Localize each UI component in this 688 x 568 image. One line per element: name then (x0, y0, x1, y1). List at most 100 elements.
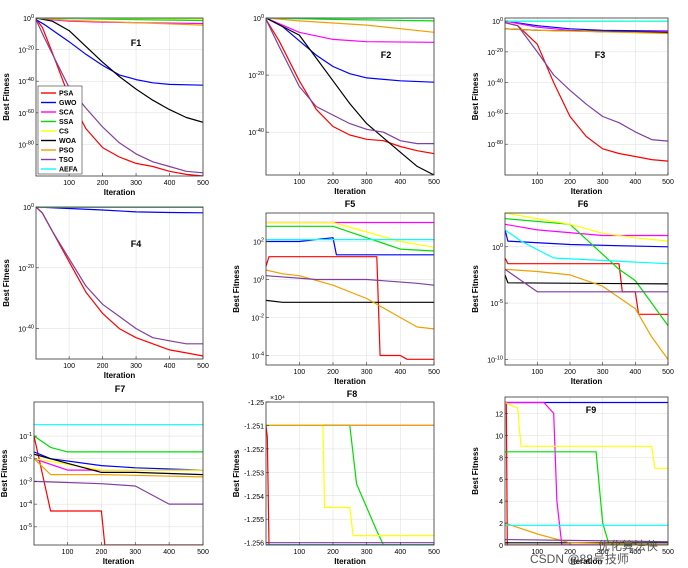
series-line-sca (266, 18, 434, 43)
x-tick-label: 300 (597, 179, 609, 186)
axes-frame (33, 401, 204, 546)
x-tick-label: 400 (164, 363, 176, 370)
y-tick-label: 10-4 (251, 352, 264, 361)
y-tick-label: 10-60 (487, 109, 503, 118)
x-tick-label: 500 (662, 549, 674, 556)
chart-title: F8 (347, 389, 358, 399)
series-line-cs (34, 458, 203, 471)
y-axis-label: Best Fitness (471, 447, 480, 495)
series-group (34, 424, 203, 545)
y-tick-label: -1.254 (244, 494, 264, 501)
x-tick-label: 100 (62, 549, 74, 556)
series-group (266, 221, 434, 360)
x-tick-label: 200 (327, 549, 339, 556)
y-tick-label: -1.251 (244, 423, 264, 430)
series-line-tso (505, 538, 668, 543)
chart-panel-f9: 100 200 300 400 500 0 2 4 6 8 10 12 Iteration Best Fi… (471, 396, 674, 566)
series-line-woa (505, 274, 668, 285)
y-tick-label: 100 (492, 17, 503, 26)
axes-frame (265, 17, 435, 176)
watermark: CSDN @88号技师 (530, 552, 629, 566)
y-tick-label: 10-5 (490, 299, 503, 308)
y-tick-label: 10-20 (18, 46, 34, 55)
x-tick-label: 200 (97, 180, 109, 187)
legend-label-woa: WOA (59, 138, 76, 145)
y-axis-label: Best Fitness (471, 72, 480, 120)
x-axis-label: Iteration (104, 188, 136, 197)
plot-area (266, 18, 434, 175)
series-line-ssa (505, 218, 668, 326)
axes-frame (265, 212, 435, 366)
chart-panel-f1: 100 200 300 400 500 100 10-20 10-40 10-60 10-80 It… (2, 14, 209, 197)
y-axis-label: Best Fitness (232, 265, 241, 313)
y-tick-label: 10-40 (248, 128, 264, 137)
x-tick-label: 400 (629, 179, 641, 186)
x-tick-label: 400 (394, 549, 406, 556)
series-line-gwo (36, 19, 203, 86)
series-line-pso (34, 458, 203, 478)
chart-title: F6 (578, 199, 589, 209)
x-axis-label: Iteration (104, 371, 136, 380)
chart-title: F9 (586, 405, 597, 415)
y-tick-label: 100 (492, 243, 503, 252)
chart-panel-f7: 100 200 300 400 500 10-1 10-2 10-3 10-4 10-5 Itera… (0, 384, 209, 566)
chart-panel-f6: 100 200 300 400 500 100 10-5 10-10 Iteration Best… (471, 199, 674, 386)
series-line-woa (266, 299, 434, 303)
x-tick-label: 200 (97, 363, 109, 370)
series-line-ssa (34, 435, 203, 453)
chart-title: F3 (595, 50, 606, 60)
x-tick-label: 500 (428, 549, 440, 556)
y-tick-label: 100 (253, 14, 264, 23)
y-tick-label: 10-20 (248, 71, 264, 80)
x-tick-label: 300 (597, 369, 609, 376)
x-axis-label: Iteration (334, 557, 366, 566)
x-tick-label: 400 (163, 549, 175, 556)
series-line-gwo (34, 451, 203, 471)
legend-label-pso: PSO (59, 148, 74, 155)
series-group (505, 401, 668, 545)
plot-area (36, 207, 203, 359)
plot-area (505, 397, 668, 545)
y-tick-label: 10-40 (18, 77, 34, 86)
y-tick-label: -1.256 (244, 541, 264, 548)
x-tick-label: 300 (361, 549, 373, 556)
series-line-woa (266, 18, 434, 175)
y-axis-label: Best Fitness (232, 449, 241, 497)
x-tick-label: 500 (428, 369, 440, 376)
series-group (266, 18, 434, 175)
series-line-pso (505, 28, 668, 34)
y-tick-label: 10-4 (19, 500, 32, 509)
legend-label-tso: TSO (59, 157, 74, 164)
x-tick-label: 200 (564, 369, 576, 376)
x-tick-label: 200 (564, 549, 576, 556)
x-axis-label: Iteration (103, 557, 135, 566)
x-tick-label: 100 (63, 180, 75, 187)
x-tick-label: 200 (327, 179, 339, 186)
chart-title: F5 (345, 199, 356, 209)
series-group (36, 207, 203, 357)
plot-area (266, 402, 434, 545)
x-tick-label: 500 (662, 369, 674, 376)
legend-label-cs: CS (59, 129, 69, 136)
legend-label-sca: SCA (59, 110, 74, 117)
x-tick-label: 400 (629, 369, 641, 376)
series-line-tso (34, 480, 203, 505)
y-axis-label: Best Fitness (2, 259, 11, 307)
series-line-pso (505, 268, 668, 360)
x-tick-label: 500 (197, 180, 209, 187)
y-tick-label: 10-2 (19, 455, 32, 464)
axes-frame (504, 17, 669, 176)
plot-area (266, 213, 434, 365)
y-tick-label: 10-60 (18, 109, 34, 118)
y-tick-label: 10-40 (18, 325, 34, 334)
y-tick-label: 10-20 (18, 264, 34, 273)
y-tick-label: 100 (253, 276, 264, 285)
series-line-tso (505, 22, 668, 142)
series-line-pso (266, 18, 434, 33)
chart-panel-f5: 100 200 300 400 500 102 100 10-2 10-4 Iteration Be… (232, 199, 440, 386)
chart-title: F2 (381, 50, 392, 60)
y-tick-label: 10-10 (487, 355, 503, 364)
y-tick-label: 4 (499, 499, 503, 506)
y-tick-label: 10 (495, 433, 503, 440)
